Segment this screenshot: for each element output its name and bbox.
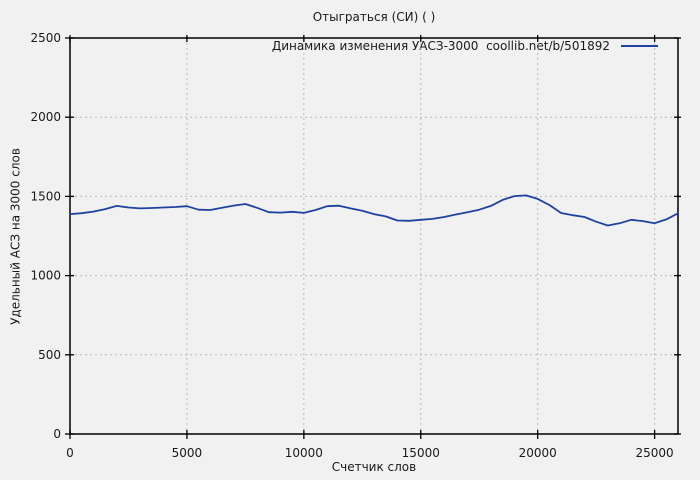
y-tick-labels: 0 500 1000 1500 2000 2500 (30, 31, 61, 441)
y-tick-label: 2000 (30, 110, 61, 124)
plot-frame (69, 37, 679, 435)
x-tick-label: 0 (66, 446, 74, 460)
legend-line-sample-icon (621, 45, 658, 47)
y-axis-label: Удельный АСЗ на 3000 слов (8, 148, 23, 325)
legend-series-label: Динамика изменения УАСЗ-3000 coollib.net… (271, 39, 610, 53)
x-tick-label: 10000 (285, 446, 323, 460)
chart-title: Отыграться (СИ) ( ) (312, 10, 436, 24)
y-tick-label: 1500 (30, 189, 61, 203)
x-tick-label: 25000 (636, 446, 674, 460)
y-tick-label: 2500 (30, 31, 61, 45)
data-series (69, 194, 679, 227)
x-tick-labels: 0 5000 10000 15000 20000 25000 (66, 446, 674, 460)
y-tick-label: 0 (53, 427, 61, 441)
y-tick-label: 1000 (30, 269, 61, 283)
grid-lines (70, 38, 678, 434)
x-tick-label: 15000 (402, 446, 440, 460)
legend: Динамика изменения УАСЗ-3000 coollib.net… (272, 39, 658, 53)
axis-ticks (65, 35, 681, 439)
x-tick-label: 20000 (519, 446, 557, 460)
x-tick-label: 5000 (172, 446, 203, 460)
data-line (69, 194, 679, 227)
y-tick-label: 500 (38, 348, 61, 362)
x-axis-label: Счетчик слов (331, 460, 417, 474)
